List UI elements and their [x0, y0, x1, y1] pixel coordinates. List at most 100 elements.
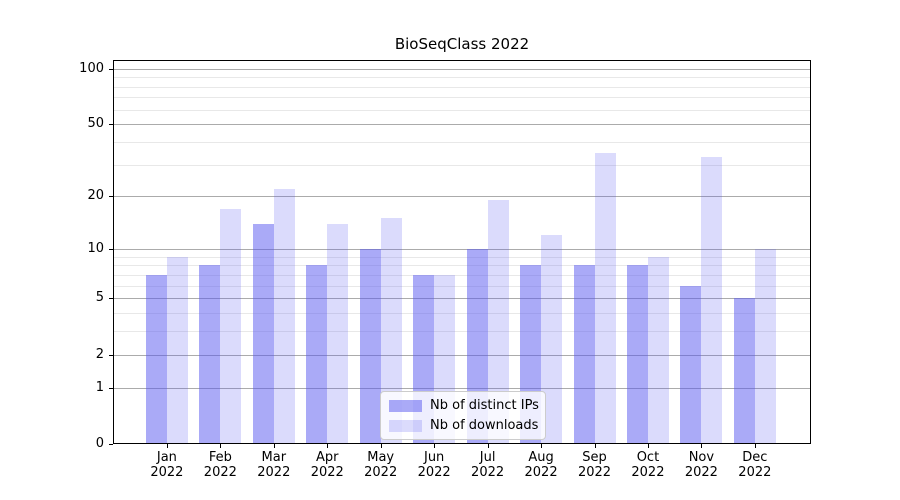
x-tick-label-month: Jun [423, 450, 445, 465]
x-axis-tick [166, 444, 168, 448]
bar-downloads-jul [487, 200, 509, 443]
minor-gridline [114, 256, 810, 258]
y-tick-label: 5 [95, 290, 104, 306]
bar-distinct-ips-apr [306, 265, 328, 443]
x-tick-label: Nov 2022 [671, 450, 731, 480]
y-axis-tick [109, 248, 113, 250]
legend-swatch-distinct-ips [389, 399, 422, 412]
x-tick-label-month: Nov [688, 450, 715, 465]
major-gridline [114, 354, 810, 356]
x-tick-label-year: 2022 [631, 465, 665, 480]
x-tick-label-year: 2022 [203, 465, 237, 480]
bar-downloads-apr [327, 223, 349, 443]
y-tick-label: 0 [95, 436, 104, 451]
x-axis-tick [701, 444, 703, 448]
y-axis-tick [109, 387, 113, 389]
x-axis-tick [754, 444, 756, 448]
chart-title: BioSeqClass 2022 [394, 35, 530, 53]
x-tick-label-year: 2022 [738, 465, 772, 480]
bar-distinct-ips-sep [573, 265, 595, 443]
x-tick-label-year: 2022 [684, 465, 718, 480]
minor-gridline [114, 109, 810, 111]
y-tick-label: 1 [95, 379, 104, 395]
bar-downloads-mar [273, 188, 295, 443]
legend: Nb of distinct IPs Nb of downloads [380, 391, 546, 440]
minor-gridline [114, 141, 810, 143]
y-axis-tick [109, 124, 113, 126]
bar-downloads-dec [754, 248, 776, 443]
x-tick-label-month: Dec [742, 450, 768, 465]
bar-downloads-oct [647, 256, 669, 443]
x-axis-tick [434, 444, 436, 448]
x-tick-label: Apr 2022 [297, 450, 357, 480]
x-tick-label-month: Sep [582, 450, 607, 465]
x-tick-label-month: Aug [528, 450, 554, 465]
bar-distinct-ips-may [359, 248, 381, 443]
x-tick-label-year: 2022 [417, 465, 451, 480]
x-axis-tick [594, 444, 596, 448]
legend-label-downloads: Nb of downloads [430, 418, 539, 433]
minor-gridline [114, 77, 810, 79]
x-tick-label: Sep 2022 [565, 450, 625, 480]
minor-gridline [114, 86, 810, 88]
x-tick-label-year: 2022 [310, 465, 344, 480]
bar-distinct-ips-dec [733, 298, 755, 443]
bar-distinct-ips-jan [145, 274, 167, 443]
x-tick-label-month: Jul [479, 450, 496, 465]
x-tick-label-year: 2022 [471, 465, 505, 480]
bar-distinct-ips-mar [252, 223, 274, 443]
y-tick-label: 50 [87, 116, 104, 132]
x-tick-label-month: Jan [156, 450, 177, 465]
y-axis-tick [109, 196, 113, 198]
major-gridline [114, 68, 810, 70]
x-tick-label-month: May [367, 450, 395, 465]
bar-downloads-aug [541, 235, 563, 443]
bar-downloads-feb [220, 208, 242, 443]
x-tick-label: May 2022 [351, 450, 411, 480]
x-tick-label-year: 2022 [150, 465, 184, 480]
y-tick-label: 10 [87, 240, 104, 256]
legend-swatch-downloads [389, 419, 422, 432]
x-axis-tick [541, 444, 543, 448]
x-axis-tick [220, 444, 222, 448]
x-tick-label: Aug 2022 [511, 450, 571, 480]
plot-area-frame [113, 60, 811, 444]
minor-gridline [114, 265, 810, 267]
bar-downloads-sep [594, 152, 616, 443]
x-tick-label: Feb 2022 [190, 450, 250, 480]
x-tick-label-month: Oct [636, 450, 660, 465]
minor-gridline [114, 274, 810, 276]
x-tick-label-year: 2022 [257, 465, 291, 480]
y-axis-tick [109, 444, 113, 445]
x-tick-label-month: Apr [316, 450, 339, 465]
legend-label-distinct-ips: Nb of distinct IPs [430, 398, 539, 413]
y-axis-tick [109, 298, 113, 300]
x-tick-label-month: Feb [208, 450, 232, 465]
y-axis-tick [109, 68, 113, 70]
legend-item-distinct-ips: Nb of distinct IPs [389, 398, 539, 413]
bar-downloads-jan [166, 256, 188, 443]
minor-gridline [114, 285, 810, 287]
y-axis-tick [109, 354, 113, 356]
bar-distinct-ips-oct [626, 265, 648, 443]
x-tick-label: Jul 2022 [458, 450, 518, 480]
bar-downloads-nov [701, 157, 723, 443]
minor-gridline [114, 331, 810, 333]
x-axis-tick [487, 444, 489, 448]
x-tick-label-year: 2022 [364, 465, 398, 480]
major-gridline [114, 298, 810, 300]
bar-downloads-may [380, 218, 402, 443]
x-tick-label: Jun 2022 [404, 450, 464, 480]
x-tick-label: Jan 2022 [137, 450, 197, 480]
bar-distinct-ips-feb [199, 265, 221, 443]
minor-gridline [114, 164, 810, 166]
y-tick-label: 100 [79, 60, 104, 76]
minor-gridline [114, 97, 810, 99]
x-axis-tick [273, 444, 275, 448]
major-gridline [114, 248, 810, 250]
x-tick-label-year: 2022 [524, 465, 558, 480]
x-axis-tick [327, 444, 329, 448]
x-tick-label: Dec 2022 [725, 450, 785, 480]
major-gridline [114, 196, 810, 198]
